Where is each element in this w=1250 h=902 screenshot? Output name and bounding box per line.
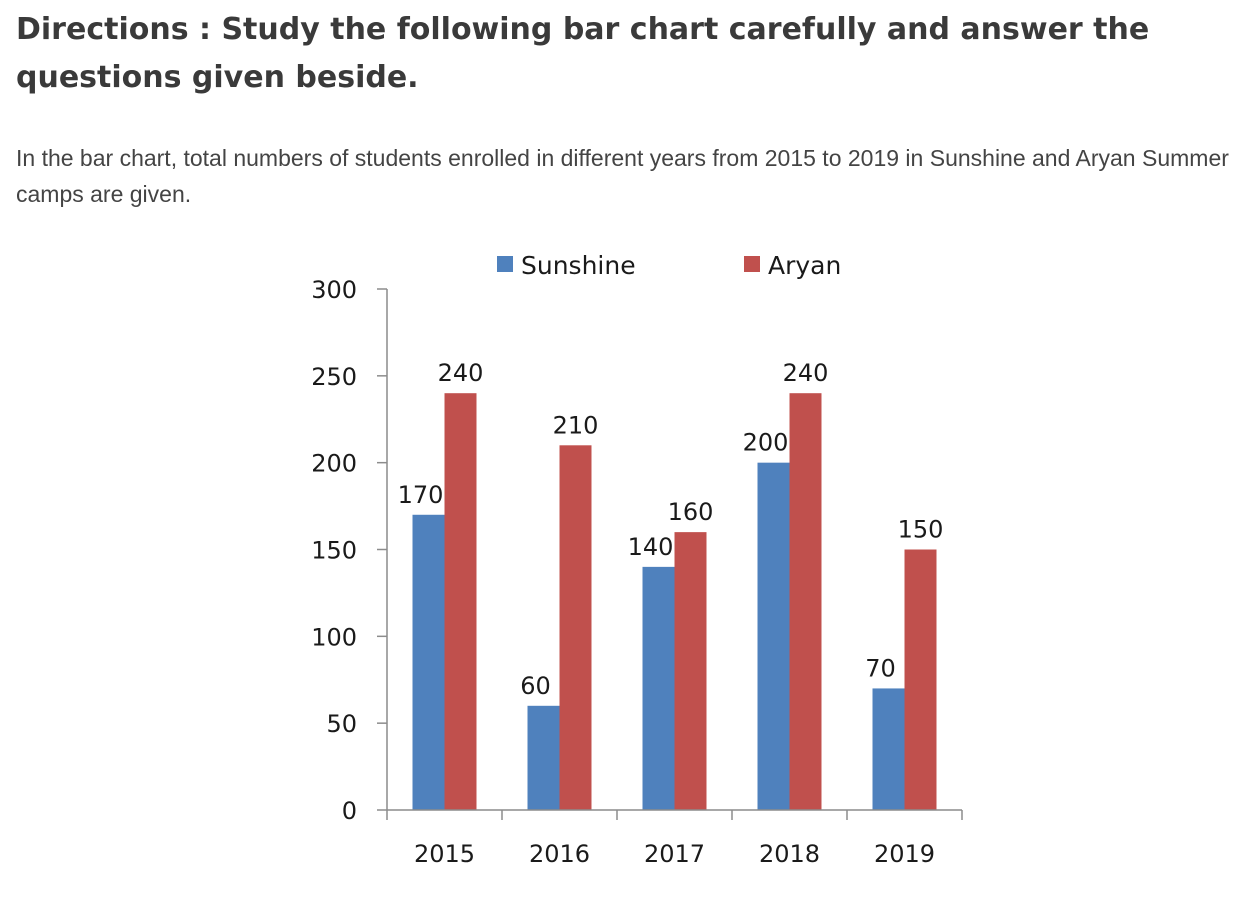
- bar-sunshine-2019: [872, 688, 905, 810]
- data-label-sunshine-2018: 200: [743, 429, 789, 457]
- directions-heading: Directions : Study the following bar cha…: [16, 12, 1150, 95]
- data-label-aryan-2019: 150: [898, 516, 944, 544]
- data-label-sunshine-2019: 70: [865, 654, 896, 682]
- y-tick-label: 150: [311, 537, 357, 565]
- data-label-aryan-2017: 160: [668, 498, 714, 526]
- data-label-sunshine-2017: 140: [628, 533, 674, 561]
- legend-label-aryan: Aryan: [768, 251, 841, 280]
- bar-sunshine-2016: [527, 705, 560, 810]
- bar-aryan-2017: [674, 532, 707, 810]
- data-label-aryan-2015: 240: [438, 359, 484, 387]
- legend-swatch-aryan: [744, 256, 760, 272]
- chart-data-labels: 170 240 60 210 140 160 200 240 70 150: [398, 359, 944, 700]
- bar-aryan-2018: [789, 393, 822, 810]
- chart-axes: 0 50 100 150 200 250 300 2015 2016 2017 2018 2019: [311, 276, 963, 868]
- bar-sunshine-2017: [642, 566, 675, 810]
- y-tick-label: 100: [311, 623, 357, 651]
- data-label-sunshine-2015: 170: [398, 481, 444, 509]
- chart-description: In the bar chart, total numbers of stude…: [16, 145, 1229, 207]
- x-category-label: 2016: [529, 840, 590, 868]
- bar-aryan-2019: [904, 549, 937, 810]
- x-category-label: 2015: [414, 840, 475, 868]
- legend-label-sunshine: Sunshine: [521, 251, 636, 280]
- x-category-label: 2017: [644, 840, 705, 868]
- bar-sunshine-2018: [757, 462, 790, 810]
- y-tick-label: 200: [311, 450, 357, 478]
- x-category-label: 2019: [874, 840, 935, 868]
- bar-aryan-2016: [559, 445, 592, 810]
- bar-sunshine-2015: [412, 514, 445, 810]
- data-label-aryan-2016: 210: [553, 411, 599, 439]
- legend-swatch-sunshine: [497, 256, 513, 272]
- y-tick-label: 250: [311, 363, 357, 391]
- data-label-sunshine-2016: 60: [520, 672, 551, 700]
- y-tick-label: 50: [326, 710, 357, 738]
- chart-legend: Sunshine Aryan: [497, 251, 841, 280]
- y-tick-label: 0: [342, 797, 357, 825]
- x-category-label: 2018: [759, 840, 820, 868]
- y-tick-label: 300: [311, 276, 357, 304]
- bar-aryan-2015: [444, 393, 477, 810]
- data-label-aryan-2018: 240: [783, 359, 829, 387]
- chart-bars: [412, 393, 937, 810]
